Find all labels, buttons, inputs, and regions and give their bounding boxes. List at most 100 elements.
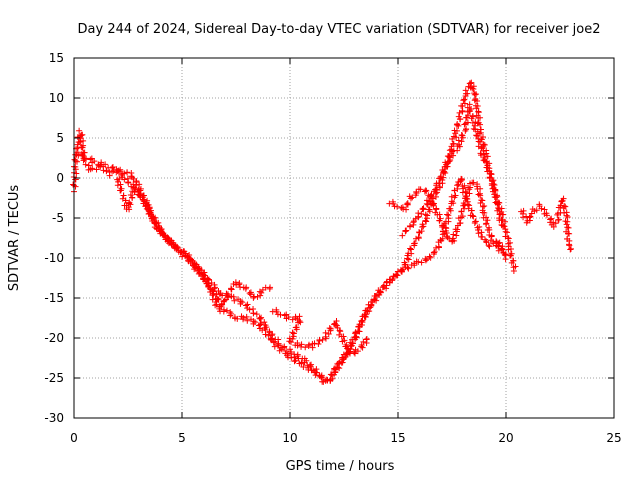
x-tick-label: 5 (178, 431, 186, 445)
data-point (478, 144, 485, 151)
data-point (278, 346, 285, 353)
data-point (453, 134, 460, 141)
data-point (352, 329, 359, 336)
y-tick-label: 5 (56, 131, 64, 145)
data-point (153, 220, 160, 227)
data-point (533, 207, 540, 214)
data-point (250, 310, 257, 317)
data-point (116, 175, 123, 182)
data-point (562, 218, 569, 225)
data-point (520, 214, 527, 221)
data-point (401, 259, 408, 266)
data-point (486, 174, 493, 181)
y-tick-label: 15 (49, 51, 64, 65)
data-point (271, 343, 278, 350)
data-point (288, 339, 295, 346)
data-point (439, 228, 446, 235)
data-point (491, 191, 498, 198)
data-point (471, 220, 478, 227)
y-tick-label: -15 (44, 291, 64, 305)
data-point (410, 240, 417, 247)
data-point (103, 168, 110, 175)
data-point (467, 180, 474, 187)
data-point (363, 335, 370, 342)
data-point (446, 154, 453, 161)
data-point (236, 280, 243, 287)
data-point (508, 259, 515, 266)
data-point (457, 178, 464, 185)
data-point (127, 191, 134, 198)
data-point (325, 331, 332, 338)
data-point (326, 325, 333, 332)
data-point (484, 217, 491, 224)
data-point (337, 328, 344, 335)
data-point (389, 277, 396, 284)
data-point (466, 108, 473, 115)
data-point (564, 224, 571, 231)
data-point (460, 97, 467, 104)
data-point (477, 121, 484, 128)
data-point (480, 157, 487, 164)
data-point (120, 192, 127, 199)
data-point (143, 199, 150, 206)
data-point (234, 315, 241, 322)
series-track-b (75, 79, 519, 385)
data-point (484, 153, 491, 160)
data-point (423, 256, 430, 263)
data-point (457, 116, 464, 123)
data-point (277, 311, 284, 318)
data-point (219, 292, 226, 299)
data-point (475, 108, 482, 115)
data-point (333, 364, 340, 371)
data-point (390, 273, 397, 280)
data-point (505, 246, 512, 253)
data-point (496, 239, 503, 246)
data-point (488, 233, 495, 240)
x-tick-label: 25 (606, 431, 621, 445)
data-point (129, 194, 136, 201)
data-point (490, 238, 497, 245)
data-point (565, 224, 572, 231)
data-point (479, 145, 486, 152)
data-point (461, 205, 468, 212)
data-point (304, 362, 311, 369)
x-axis-label: GPS time / hours (286, 459, 395, 474)
x-axis: 0 5 10 15 20 25 (70, 58, 622, 445)
data-point (79, 131, 86, 138)
data-point (305, 341, 312, 348)
data-point (311, 368, 318, 375)
data-point (379, 284, 386, 291)
data-point (252, 319, 259, 326)
data-point (250, 294, 257, 301)
data-point (488, 170, 495, 177)
data-point (424, 212, 431, 219)
data-point (246, 290, 253, 297)
y-tick-label: -5 (52, 211, 64, 225)
data-point (499, 246, 506, 253)
data-point (364, 308, 371, 315)
data-point (153, 225, 160, 232)
data-point (446, 205, 453, 212)
data-point (191, 266, 198, 273)
data-point (422, 257, 429, 264)
data-point (201, 275, 208, 282)
data-point (486, 243, 493, 250)
data-point (464, 201, 471, 208)
data-point (422, 187, 429, 194)
data-point (284, 354, 291, 361)
data-point (526, 214, 533, 221)
data-point (507, 246, 514, 253)
data-point (240, 314, 247, 321)
data-point (468, 115, 475, 122)
data-point (343, 343, 350, 350)
data-point (415, 210, 422, 217)
data-point (79, 144, 86, 151)
data-point (82, 161, 89, 168)
data-point (157, 230, 164, 237)
data-point (358, 318, 365, 325)
data-point (436, 211, 443, 218)
data-point (257, 315, 264, 322)
data-point (179, 253, 186, 260)
data-point (70, 181, 77, 188)
data-point (257, 321, 264, 328)
